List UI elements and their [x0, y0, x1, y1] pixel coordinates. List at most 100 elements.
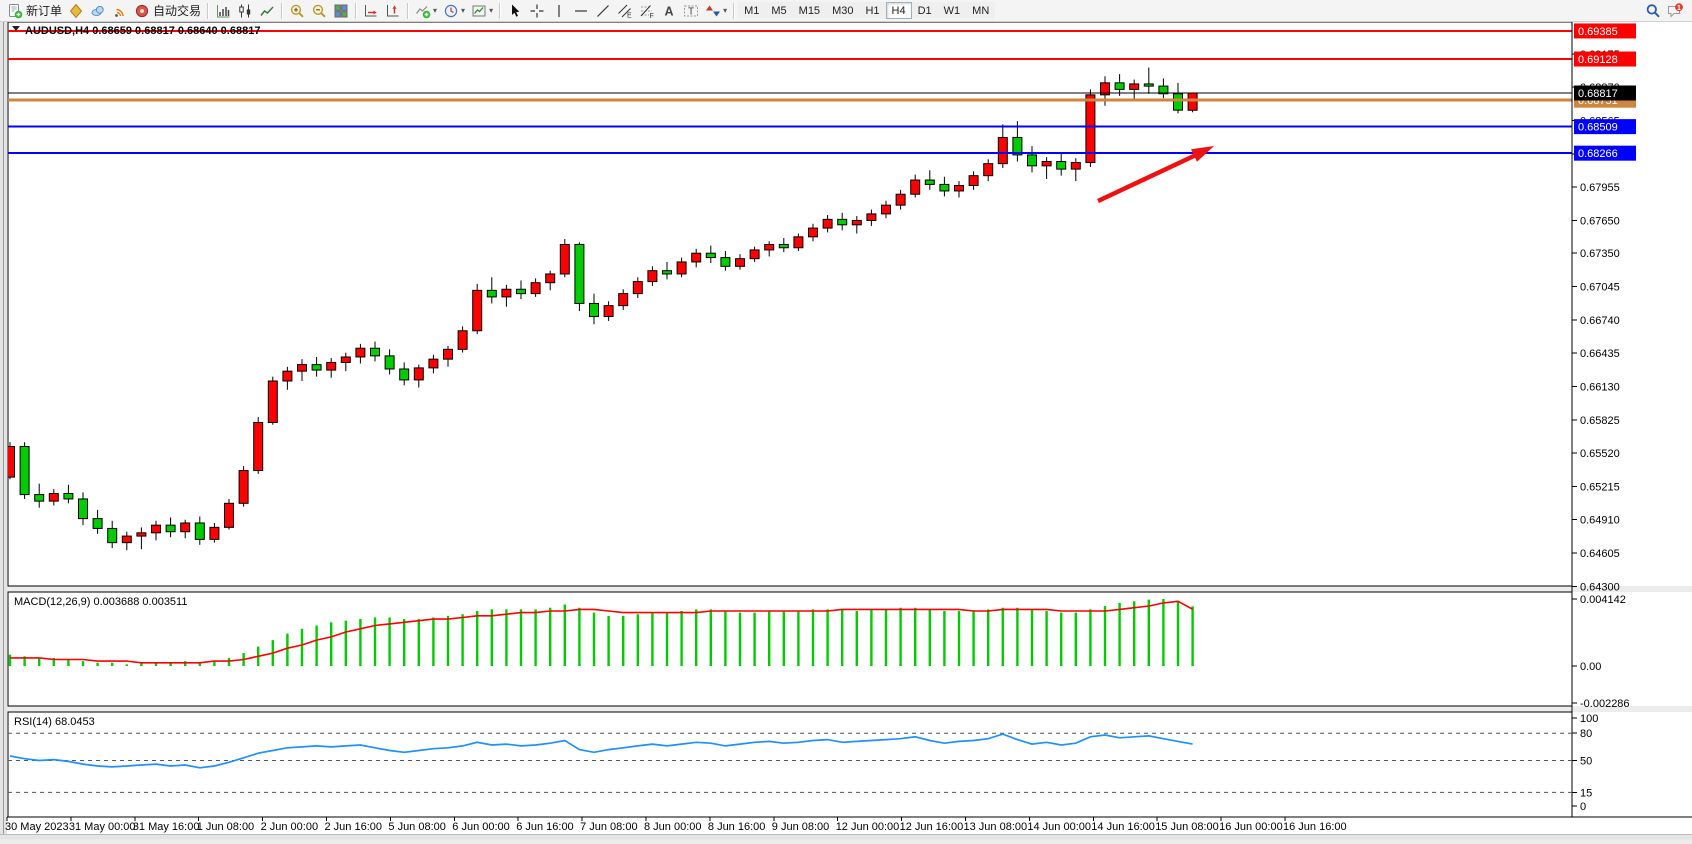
candle-up [1100, 82, 1110, 96]
channel-icon: E [617, 3, 633, 19]
time-tick-label: 8 Jun 00:00 [644, 821, 702, 833]
signals-button[interactable] [109, 1, 131, 20]
main-chart-pane[interactable] [7, 21, 1573, 587]
text-label-button[interactable]: T [680, 1, 702, 20]
price-tick-label: 0.66740 [1580, 315, 1620, 327]
periods-button[interactable]: ▾ [440, 1, 468, 20]
candlestick-button[interactable] [234, 1, 256, 20]
new-order-button[interactable]: 新订单 [4, 1, 65, 20]
candle-down [194, 522, 205, 540]
toolbar-separator [733, 2, 736, 19]
candle-down [63, 492, 74, 500]
svg-text:T: T [688, 6, 694, 17]
tf-mn[interactable]: MN [966, 2, 996, 19]
tf-d1[interactable]: D1 [911, 2, 938, 19]
price-tick-label: 0.65215 [1580, 481, 1620, 493]
price-axis[interactable]: 0.691750.688700.685650.682600.679550.676… [1571, 22, 1636, 817]
candle-down [720, 257, 731, 267]
tf-m30-label: M30 [832, 4, 854, 17]
line-chart-button[interactable] [256, 1, 278, 20]
templates-button[interactable]: ▾ [468, 1, 496, 20]
tf-mn-label: MN [972, 4, 990, 17]
bar-chart-button[interactable] [212, 1, 234, 20]
cursor-button[interactable] [504, 1, 526, 20]
toolbar-group-chart-type [212, 1, 278, 20]
bottom-window-edge [0, 834, 1692, 839]
symbol-dropdown-icon[interactable] [12, 26, 20, 31]
price-label-box [1574, 145, 1636, 161]
price-label-text: 0.68817 [1578, 88, 1618, 100]
styler-button[interactable] [65, 1, 87, 20]
candle-up [1129, 83, 1140, 90]
publisher-button[interactable] [87, 1, 109, 20]
svg-text:1: 1 [1677, 4, 1681, 11]
candle-down [589, 302, 599, 318]
tf-m15[interactable]: M15 [792, 2, 827, 19]
chart-window[interactable]: AUDUSD,H4 0.68659 0.68817 0.68640 0.6881… [0, 21, 1692, 839]
candle-up [428, 358, 439, 369]
chart-shift-button[interactable] [382, 1, 404, 20]
equidistant-channel-button[interactable]: E [614, 1, 636, 20]
candle-up [443, 348, 453, 360]
candle-down [1012, 136, 1023, 156]
candle-up [48, 492, 59, 502]
toolbar-group-objects: ▾ ▾ ▾ [412, 1, 496, 20]
text-button[interactable]: A [658, 1, 680, 20]
tf-m1-label: M1 [744, 4, 760, 17]
macd-pane[interactable] [7, 591, 1573, 707]
candle-up [676, 261, 687, 275]
candle-up [851, 219, 862, 226]
search-button[interactable] [1642, 1, 1664, 20]
tf-w1[interactable]: W1 [937, 2, 967, 19]
trendline-button[interactable] [592, 1, 614, 20]
cursor-icon [507, 3, 523, 19]
indicators-button[interactable]: ▾ [412, 1, 440, 20]
candle-up [282, 370, 293, 382]
zoom-out-button[interactable] [308, 1, 330, 20]
zoom-out-icon [311, 3, 327, 19]
price-tick-label: 0.64605 [1580, 548, 1620, 560]
candle-down [1143, 83, 1154, 87]
candle-up [997, 136, 1008, 165]
candle-down [1056, 160, 1067, 170]
zoom-in-button[interactable] [286, 1, 308, 20]
tile-windows-button[interactable] [330, 1, 352, 20]
tf-h1[interactable]: H1 [859, 2, 886, 19]
pane-separator[interactable] [7, 706, 1692, 712]
rsi-pane[interactable] [7, 711, 1573, 818]
candle-up [1041, 160, 1052, 167]
candle-down [939, 183, 950, 192]
candle-down [837, 218, 848, 226]
auto-scroll-button[interactable] [360, 1, 382, 20]
vline-icon [551, 3, 567, 19]
chart-canvas[interactable]: AUDUSD,H4 0.68659 0.68817 0.68640 0.6881… [0, 21, 1692, 839]
fibonacci-button[interactable]: F [636, 1, 658, 20]
toolbar-separator [499, 2, 502, 19]
publisher-icon [90, 3, 106, 19]
pane-separator[interactable] [7, 586, 1692, 592]
candle-down [107, 527, 118, 544]
candle-up [8, 446, 15, 478]
chat-button[interactable]: 1 [1664, 1, 1686, 20]
candle-up [749, 249, 760, 260]
tf-m1[interactable]: M1 [738, 2, 766, 19]
time-tick-label: 2 Jun 00:00 [261, 821, 319, 833]
time-tick-label: 14 Jun 16:00 [1091, 821, 1155, 833]
crosshair-button[interactable] [526, 1, 548, 20]
time-tick-label: 15 Jun 08:00 [1155, 821, 1219, 833]
tf-h4[interactable]: H4 [885, 2, 912, 19]
tf-m30[interactable]: M30 [826, 2, 860, 19]
vertical-line-button[interactable] [548, 1, 570, 20]
clock-icon [443, 3, 459, 19]
candle-up [267, 380, 278, 424]
trend-arrow-object[interactable] [1097, 146, 1214, 204]
autotrading-button[interactable]: 自动交易 [131, 1, 204, 20]
tf-m5[interactable]: M5 [765, 2, 793, 19]
candle-up [764, 243, 775, 251]
horizontal-line-button[interactable] [570, 1, 592, 20]
candle-up [691, 252, 702, 263]
arrows-button[interactable]: ▾ [702, 1, 730, 20]
rsi-axis-label: 100 [1580, 713, 1598, 725]
arrows-icon [705, 3, 721, 19]
